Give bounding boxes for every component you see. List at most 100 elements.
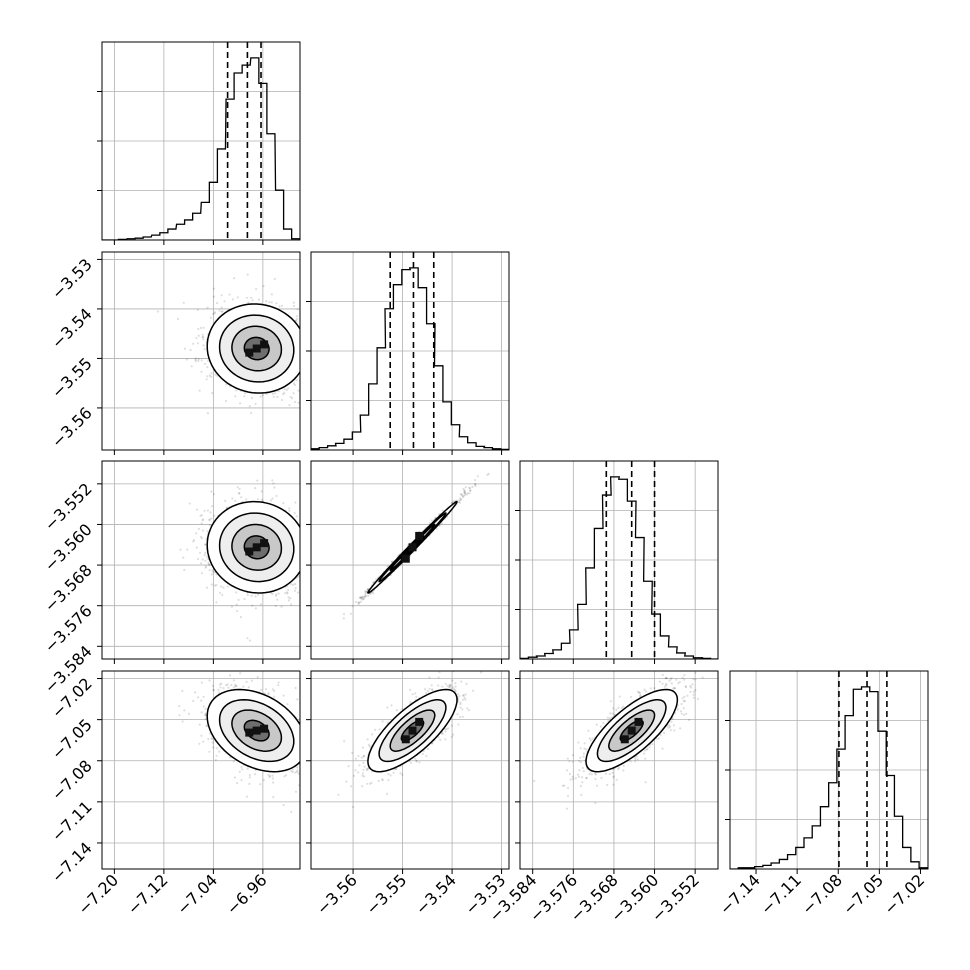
scatter-point xyxy=(213,311,217,314)
scatter-point xyxy=(183,347,186,350)
scatter-point xyxy=(231,497,234,500)
scatter-point xyxy=(236,296,239,299)
scatter-point xyxy=(288,507,291,510)
scatter-point xyxy=(233,776,237,779)
scatter-point xyxy=(430,519,433,522)
scatter-point xyxy=(296,308,299,311)
scatter-point xyxy=(305,326,307,328)
grid xyxy=(311,252,509,450)
scatter-point xyxy=(369,592,372,595)
scatter-point xyxy=(186,548,189,551)
scatter-point xyxy=(227,686,230,689)
scatter-point xyxy=(362,596,365,599)
scatter-point xyxy=(302,532,304,534)
scatter-point xyxy=(292,392,295,395)
scatter-point xyxy=(283,391,286,394)
scatter-point xyxy=(199,551,202,554)
scatter-point xyxy=(292,583,295,587)
scatter-point xyxy=(277,389,280,393)
scatter-point xyxy=(185,358,188,361)
scatter-point xyxy=(294,771,297,774)
scatter-point xyxy=(278,305,281,308)
scatter-point xyxy=(361,596,364,599)
scatter-point xyxy=(220,682,223,685)
scatter-point xyxy=(206,366,209,369)
scatter-point xyxy=(307,362,309,364)
histogram-3 xyxy=(730,686,928,869)
scatter-point xyxy=(212,493,215,496)
scatter-point xyxy=(474,483,477,486)
scatter-point xyxy=(211,570,214,574)
scatter-point xyxy=(209,511,212,514)
scatter-point xyxy=(306,735,308,737)
scatter-point xyxy=(200,699,203,702)
scatter-point xyxy=(306,376,308,378)
scatter-point xyxy=(220,306,223,309)
scatter-point xyxy=(306,728,308,730)
scatter-point xyxy=(206,306,209,309)
scatter-point xyxy=(245,498,248,501)
density-bin xyxy=(415,531,424,540)
scatter-point xyxy=(358,601,361,604)
scatter-point xyxy=(197,527,200,531)
density-bin xyxy=(260,340,269,349)
scatter-point xyxy=(469,489,472,492)
scatter-point xyxy=(307,553,309,555)
scatter-point xyxy=(364,592,367,596)
scatter-point xyxy=(359,596,362,599)
scatter-point xyxy=(181,720,184,723)
scatter-point xyxy=(440,522,443,525)
scatter-point xyxy=(291,768,294,771)
histogram-1 xyxy=(311,267,509,450)
scatter-point xyxy=(245,795,249,798)
scatter-point xyxy=(210,372,213,375)
scatter-point xyxy=(450,501,453,504)
scatter-point xyxy=(199,326,203,330)
scatter-point xyxy=(289,395,292,399)
scatter-point xyxy=(301,527,303,529)
scatter-point xyxy=(338,527,340,529)
scatter-point xyxy=(210,375,213,378)
scatter-point xyxy=(254,402,257,405)
scatter-point xyxy=(251,604,254,607)
grid xyxy=(102,42,300,240)
scatter-point xyxy=(362,597,365,600)
scatter-point xyxy=(200,572,204,575)
scatter-point xyxy=(192,539,196,542)
scatter-point xyxy=(206,509,209,512)
scatter-point xyxy=(303,722,305,724)
x-tick-label: −7.05 xyxy=(839,870,887,918)
scatter-point xyxy=(270,293,273,296)
scatter-point xyxy=(315,587,317,589)
scatter-point xyxy=(212,312,215,316)
scatter-point xyxy=(303,349,305,351)
scatter-point xyxy=(303,768,305,770)
scatter-point xyxy=(274,594,278,597)
scatter-point xyxy=(302,344,304,346)
scatter-point xyxy=(275,593,278,596)
scatter-point xyxy=(224,499,227,503)
scatter-point xyxy=(357,602,360,606)
scatter-point xyxy=(197,327,200,330)
density-bin xyxy=(252,543,261,552)
scatter-point xyxy=(293,512,296,515)
scatter-point xyxy=(360,598,363,601)
scatter-point xyxy=(223,300,226,303)
scatter-point xyxy=(206,530,209,533)
scatter-point xyxy=(234,395,237,398)
scatter-point xyxy=(294,587,297,590)
scatter-point xyxy=(210,583,213,586)
scatter-point xyxy=(254,607,257,610)
scatter-point xyxy=(284,774,288,777)
scatter-point xyxy=(208,569,211,572)
scatter-point xyxy=(315,376,317,378)
scatter-point xyxy=(297,389,300,392)
scatter-point xyxy=(302,570,304,572)
scatter-point xyxy=(199,514,202,517)
panel-content xyxy=(311,461,509,659)
scatter-point xyxy=(182,556,185,559)
scatter-point xyxy=(202,740,205,743)
scatter-point xyxy=(265,300,268,303)
scatter-point xyxy=(468,486,471,489)
scatter-point xyxy=(285,388,288,391)
